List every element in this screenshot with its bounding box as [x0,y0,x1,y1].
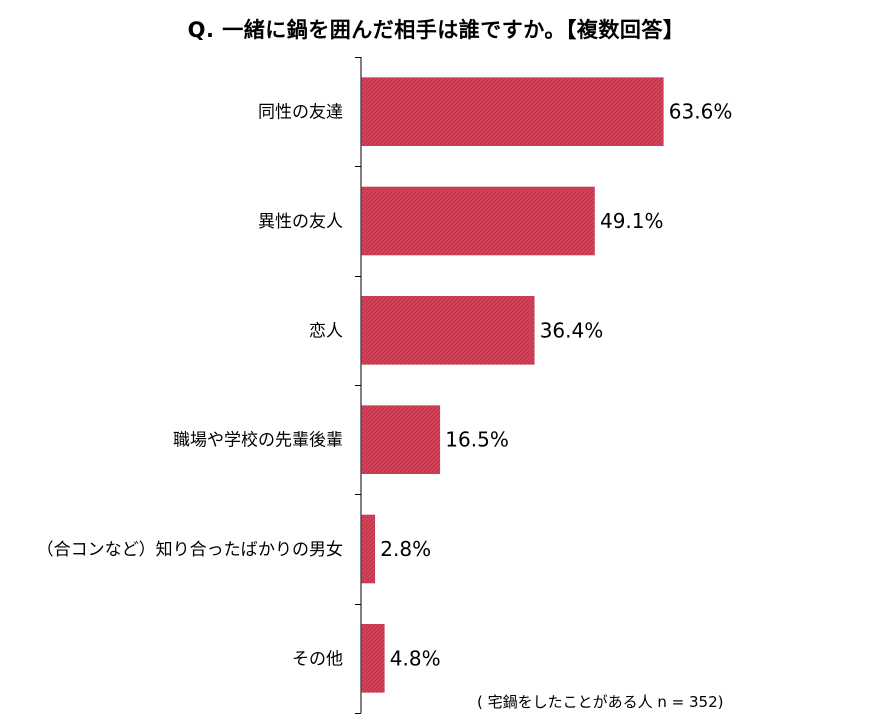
chart-title: Q. 一緒に鍋を囲んだ相手は誰ですか。【複数回答】 [187,18,685,42]
value-label: 63.6% [669,100,733,124]
bar-layer [361,77,664,693]
axis-layer [355,57,362,714]
category-label: （合コンなど）知り合ったばかりの男女 [37,540,343,560]
bar [361,77,664,146]
bar [361,405,441,474]
category-label: 職場や学校の先輩後輩 [173,431,343,451]
category-label: 同性の友達 [258,103,343,123]
value-label: 4.8% [390,646,441,670]
value-label: 49.1% [600,209,664,233]
bar [361,624,385,693]
label-layer: 同性の友達 63.6% 異性の友人 49.1% 恋人 36.4% 職場や学校の先輩後輩 16.… [37,100,733,671]
bar [361,296,535,365]
value-label: 36.4% [540,318,604,342]
category-label: その他 [292,649,343,669]
category-label: 異性の友人 [258,212,343,232]
category-label: 恋人 [309,320,343,341]
bar [361,514,376,584]
value-label: 16.5% [445,428,509,452]
sample-size-note: ( 宅鍋をしたことがある人 n = 352) [477,693,724,711]
value-label: 2.8% [380,537,431,561]
bar [361,186,595,256]
